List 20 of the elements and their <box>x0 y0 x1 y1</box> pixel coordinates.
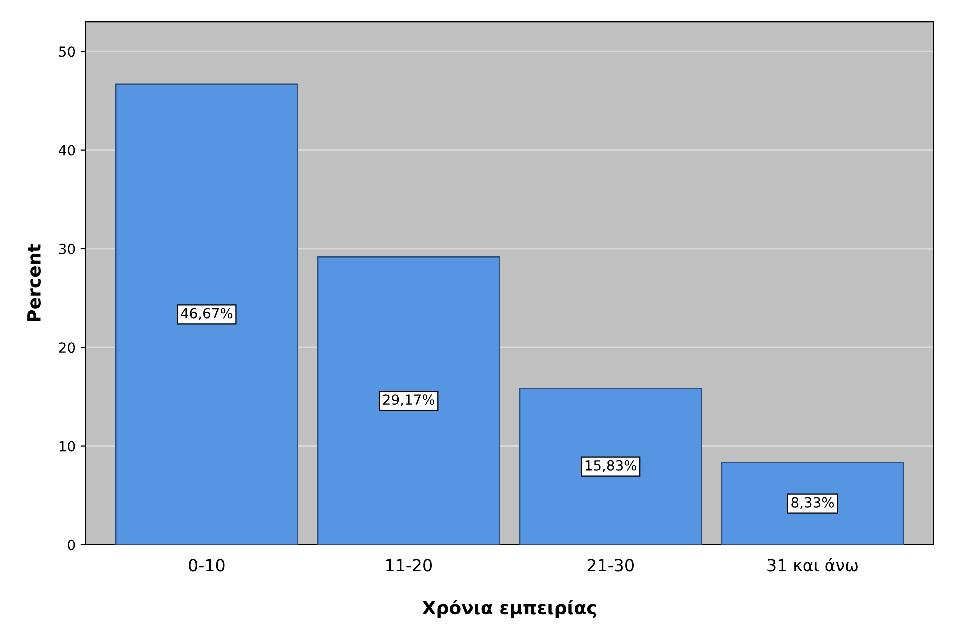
bar <box>317 256 500 545</box>
x-tick-label: 31 και άνω <box>768 558 858 572</box>
bar <box>721 462 904 545</box>
data-label: 29,17% <box>383 394 435 406</box>
data-label: 8,33% <box>792 497 834 510</box>
data-label: 15,83% <box>586 460 637 472</box>
y-tick-label: 20 <box>59 342 76 354</box>
bar <box>115 84 299 545</box>
x-tick-label: 11-20 <box>386 559 432 572</box>
x-tick-label: 21-30 <box>588 559 634 572</box>
x-axis-title: Χρόνια εμπειρίας <box>422 600 596 618</box>
y-tick-label: 30 <box>59 244 76 254</box>
y-axis-title: Percent <box>28 244 41 322</box>
y-tick-label: 50 <box>59 46 76 58</box>
bar <box>519 388 702 545</box>
y-tick-label: 0 <box>68 540 76 550</box>
x-tick-label: 0-10 <box>189 559 225 572</box>
y-tick-label: 10 <box>60 441 76 452</box>
y-tick-label: 40 <box>59 145 76 156</box>
data-label: 46,67% <box>181 308 233 320</box>
